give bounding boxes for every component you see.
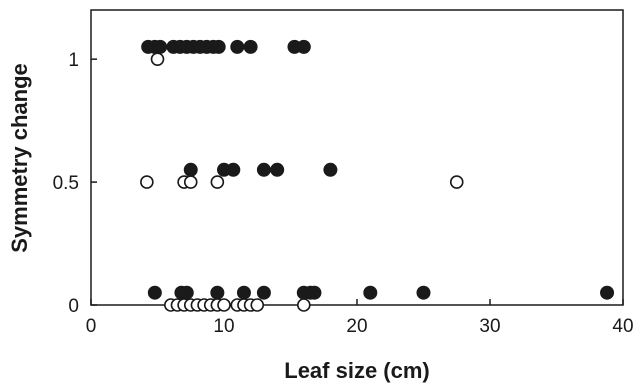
filled-data-point bbox=[210, 285, 225, 300]
x-tick-label: 30 bbox=[479, 316, 500, 337]
x-tick-label: 0 bbox=[86, 316, 97, 337]
filled-data-point bbox=[153, 39, 168, 54]
open-data-point bbox=[183, 175, 198, 189]
filled-data-point bbox=[296, 39, 311, 54]
y-tick-label: 1 bbox=[68, 50, 79, 71]
filled-data-point bbox=[183, 162, 198, 177]
data-points bbox=[140, 39, 615, 312]
y-tick-label: 0 bbox=[68, 296, 79, 317]
filled-data-point bbox=[323, 162, 338, 177]
filled-data-point bbox=[243, 39, 258, 54]
filled-data-point bbox=[230, 39, 245, 54]
x-tick-label: 20 bbox=[346, 316, 367, 337]
y-axis-title: Symmetry change bbox=[7, 63, 32, 253]
filled-data-point bbox=[270, 162, 285, 177]
axis-ticks bbox=[90, 58, 624, 306]
open-data-point bbox=[449, 175, 464, 189]
open-data-point bbox=[217, 298, 231, 312]
filled-data-point bbox=[363, 285, 378, 300]
filled-data-point bbox=[416, 285, 431, 300]
filled-data-point bbox=[307, 285, 322, 300]
filled-data-point bbox=[256, 285, 271, 300]
filled-data-point bbox=[211, 39, 226, 54]
plot-frame bbox=[90, 9, 624, 306]
filled-data-point bbox=[226, 162, 241, 177]
y-tick-label: 0.5 bbox=[53, 173, 79, 194]
open-data-point bbox=[250, 298, 265, 312]
x-tick-label: 10 bbox=[213, 316, 234, 337]
x-axis-title: Leaf size (cm) bbox=[284, 358, 430, 383]
filled-data-point bbox=[600, 285, 615, 300]
x-tick-label: 40 bbox=[612, 316, 633, 337]
filled-data-point bbox=[179, 285, 194, 300]
open-data-point bbox=[296, 298, 311, 312]
filled-data-point bbox=[256, 162, 271, 177]
filled-data-point bbox=[236, 285, 251, 300]
filled-data-point bbox=[147, 285, 162, 300]
open-data-point bbox=[140, 175, 154, 189]
open-data-point bbox=[210, 175, 225, 189]
open-data-point bbox=[150, 52, 165, 66]
tick-labels: 0 10 20 30 40 0 0.5 1 bbox=[53, 50, 634, 337]
